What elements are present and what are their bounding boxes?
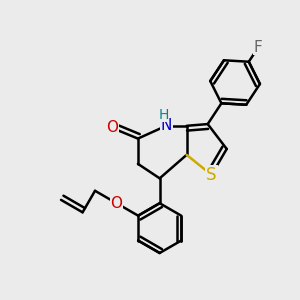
Text: O: O xyxy=(106,120,118,135)
Text: H: H xyxy=(158,108,169,122)
Text: S: S xyxy=(206,166,217,184)
Text: F: F xyxy=(254,40,263,55)
Text: N: N xyxy=(160,118,172,133)
Text: O: O xyxy=(111,196,123,211)
